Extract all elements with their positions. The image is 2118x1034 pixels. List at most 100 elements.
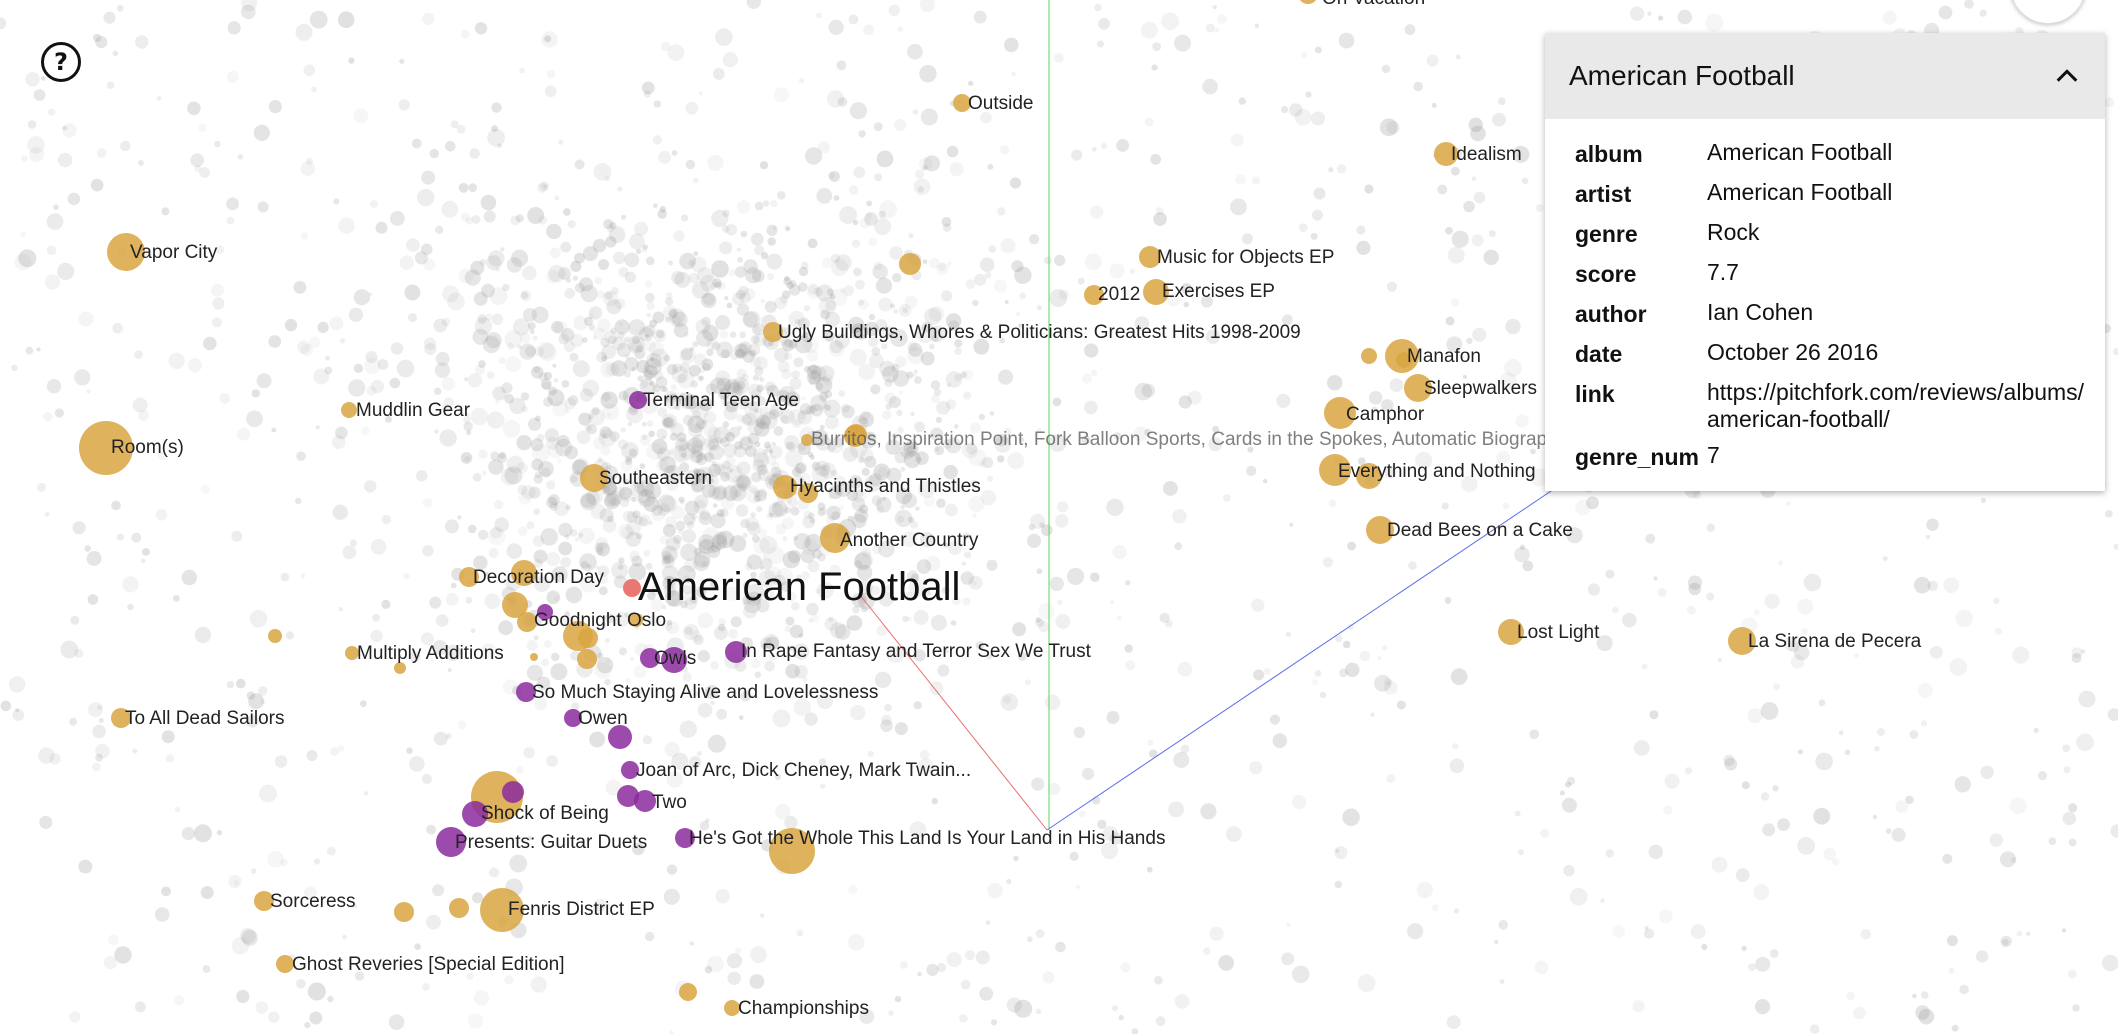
background-point xyxy=(643,324,656,337)
background-point xyxy=(1334,880,1343,889)
background-point xyxy=(746,591,762,607)
background-point xyxy=(701,561,708,567)
axis-lines xyxy=(859,0,1561,831)
background-point xyxy=(640,500,645,505)
background-point xyxy=(846,489,859,501)
background-point xyxy=(426,824,436,835)
background-point xyxy=(859,1009,875,1024)
background-point xyxy=(695,585,707,597)
background-point xyxy=(723,405,738,421)
background-point xyxy=(546,496,558,509)
background-point xyxy=(1446,336,1463,353)
background-point xyxy=(664,396,669,402)
selected-point xyxy=(623,579,641,597)
background-point xyxy=(1437,184,1448,195)
background-point xyxy=(1882,10,1897,25)
info-panel-header[interactable]: American Football xyxy=(1545,33,2105,119)
background-point xyxy=(796,574,802,580)
background-point xyxy=(710,661,719,670)
link-value[interactable]: https://pitchfork.com/reviews/albums/ am… xyxy=(1707,379,2084,433)
background-point xyxy=(986,653,993,660)
background-point xyxy=(885,584,893,592)
background-point xyxy=(735,348,746,360)
chevron-up-icon[interactable] xyxy=(2053,62,2081,90)
background-point xyxy=(168,352,185,369)
background-point xyxy=(945,649,950,654)
background-point xyxy=(1381,64,1391,74)
background-point xyxy=(781,290,791,299)
background-point xyxy=(873,122,883,131)
background-point xyxy=(924,307,942,326)
background-point xyxy=(618,557,625,564)
album-point xyxy=(107,233,145,271)
background-point xyxy=(363,357,381,375)
background-point xyxy=(228,874,242,889)
background-point xyxy=(677,371,695,389)
background-point xyxy=(690,256,707,273)
background-point xyxy=(759,565,764,571)
background-point xyxy=(533,474,544,484)
background-point xyxy=(570,475,578,483)
background-point xyxy=(743,595,761,614)
background-point xyxy=(1872,814,1878,820)
background-point xyxy=(655,376,668,389)
background-point xyxy=(807,285,821,299)
background-point xyxy=(858,333,867,341)
background-point xyxy=(908,579,927,597)
background-point xyxy=(595,537,609,550)
background-point xyxy=(716,377,732,393)
background-point xyxy=(797,410,812,425)
background-point xyxy=(713,463,726,476)
background-point xyxy=(600,361,616,378)
background-point xyxy=(929,343,935,350)
background-point xyxy=(863,24,874,36)
background-point xyxy=(690,595,699,604)
background-point xyxy=(504,975,514,985)
background-point xyxy=(696,329,713,347)
background-point xyxy=(226,197,239,211)
background-point xyxy=(611,286,619,295)
background-point xyxy=(1453,908,1459,914)
background-point xyxy=(605,779,622,796)
background-point xyxy=(315,425,320,430)
background-point xyxy=(574,252,585,264)
background-point xyxy=(348,307,364,322)
background-point xyxy=(495,399,500,404)
background-point xyxy=(889,246,903,260)
background-point xyxy=(968,448,987,467)
background-point xyxy=(919,65,937,83)
background-point xyxy=(646,420,654,427)
background-point xyxy=(701,438,715,452)
background-point xyxy=(522,265,537,281)
background-point xyxy=(554,195,560,201)
background-point xyxy=(578,527,595,545)
background-point xyxy=(772,500,780,508)
background-point xyxy=(92,724,106,739)
background-point xyxy=(1504,358,1522,377)
background-point xyxy=(823,330,835,342)
background-point xyxy=(1214,27,1220,33)
background-point xyxy=(620,427,626,433)
background-point xyxy=(479,259,487,266)
help-icon[interactable]: ? xyxy=(41,42,81,82)
background-point xyxy=(736,303,750,316)
background-point xyxy=(679,362,691,373)
background-point xyxy=(483,210,496,223)
background-point xyxy=(704,436,718,451)
background-point xyxy=(671,150,678,156)
background-point xyxy=(673,230,685,242)
background-point xyxy=(106,81,115,89)
background-point xyxy=(1202,78,1218,95)
background-point xyxy=(1247,446,1254,453)
background-point xyxy=(1760,792,1770,801)
background-point xyxy=(1735,868,1750,882)
background-point xyxy=(1291,794,1307,810)
background-point xyxy=(597,652,604,659)
background-point xyxy=(754,356,768,371)
background-point xyxy=(995,433,1008,447)
background-point xyxy=(750,512,756,518)
background-point xyxy=(592,335,597,340)
background-point xyxy=(1014,266,1032,284)
background-point xyxy=(685,159,696,170)
background-point xyxy=(989,411,995,416)
